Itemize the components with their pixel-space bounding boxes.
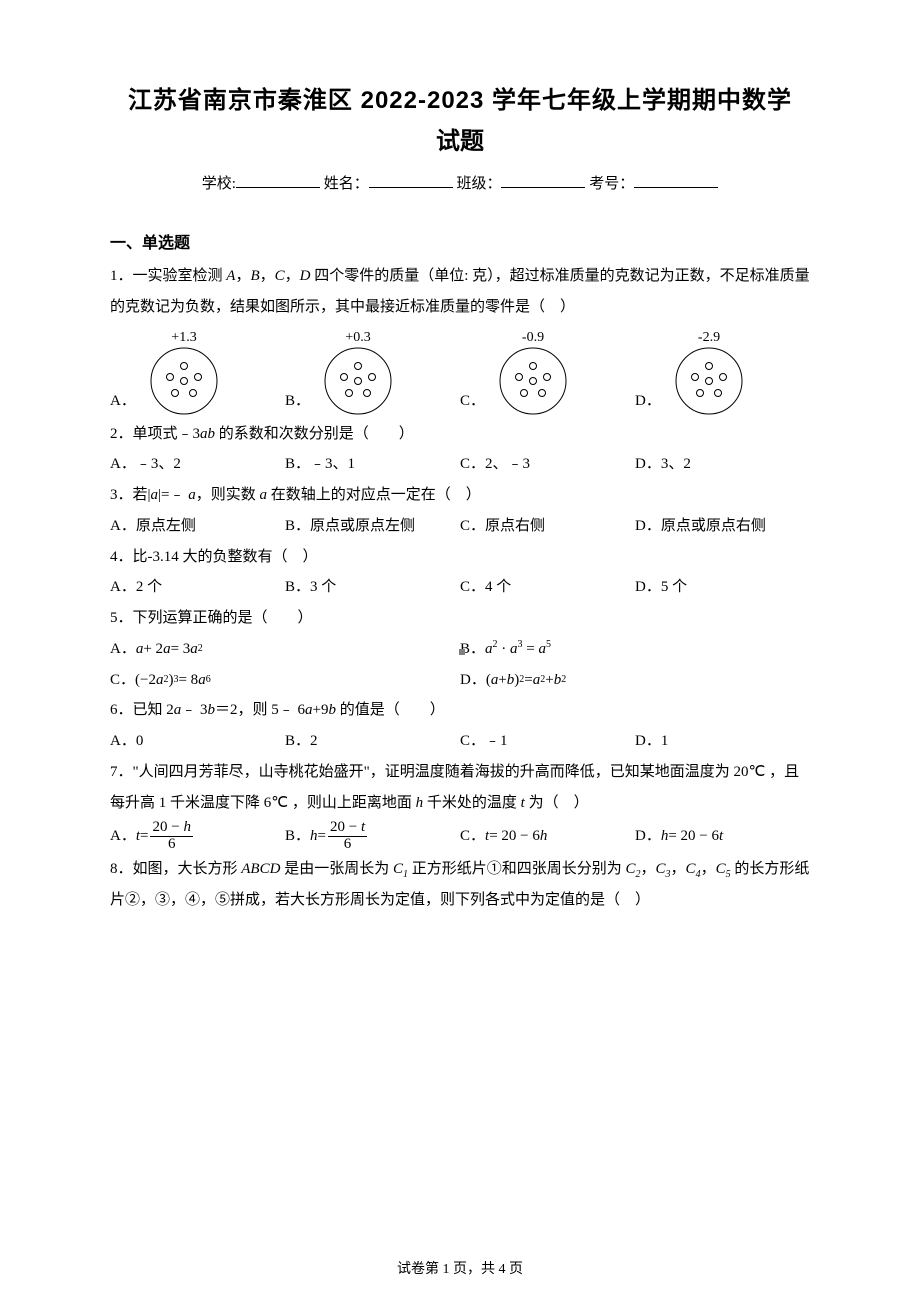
title-line1: 江苏省南京市秦淮区 2022-2023 学年七年级上学期期中数学 [110,80,810,115]
q5-stem: 5．下列运算正确的是（ ） [110,603,810,634]
section-1-head: 一、单选题 [110,229,810,253]
q2-options: A．﹣3、2 B．﹣3、1 C．2、﹣3 D．3、2 [110,449,810,480]
q1-stem: 1．一实验室检测 A，B，C，D 四个零件的质量（单位: 克），超过标准质量的克… [110,261,810,323]
label-name: 姓名： [324,176,369,192]
q2-stem: 2．单项式﹣3ab 的系数和次数分别是（ ） [110,419,810,450]
svg-text:+0.3: +0.3 [345,330,370,345]
svg-text:-2.9: -2.9 [698,330,720,345]
q8-stem: 8．如图，大长方形 ABCD 是由一张周长为 C1 正方形纸片①和四张周长分别为… [110,854,810,916]
q5-A[interactable]: A．a + 2a = 3a2 [110,634,460,665]
q3-options-row1: A．原点左侧 B．原点或原点左侧 C．原点右侧 D．原点或原点右侧 [110,511,810,542]
q6-options: A．0 B．2 C．﹣1 D．1 [110,726,810,757]
q2-A[interactable]: A．﹣3、2 [110,449,285,480]
q4-D[interactable]: D．5 个 [635,572,810,603]
q3-B[interactable]: B．原点或原点左侧 [285,511,460,542]
q7-stem: 7．"人间四月芳菲尽，山寺桃花始盛开"，证明温度随着海拔的升高而降低，已知某地面… [110,757,810,819]
q1-figures: A． +1.3 B． +0.3 [110,329,810,417]
student-info-line: 学校: 姓名： 班级： 考号： [110,172,810,193]
blank-exam[interactable] [634,173,718,188]
q7-A[interactable]: A．t = 20 − h6 [110,818,285,854]
svg-text:-0.9: -0.9 [522,330,544,345]
q4-A[interactable]: A．2 个 [110,572,285,603]
q7-D[interactable]: D．h = 20 − 6t [635,818,810,854]
q1-option-A[interactable]: A． +1.3 [110,329,285,417]
q1-option-B[interactable]: B． +0.3 [285,329,460,417]
svg-text:+1.3: +1.3 [171,330,196,345]
q7-options: A．t = 20 − h6 B．h = 20 − t6 C．t = 20 − 6… [110,818,810,854]
exam-page: 江苏省南京市秦淮区 2022-2023 学年七年级上学期期中数学 试题 学校: … [0,0,920,1302]
q5-C[interactable]: C．(−2a2)3 = 8a6 [110,665,460,696]
q6-stem: 6．已知 2a﹣ 3b＝2，则 5﹣ 6a+9b 的值是（ ） [110,695,810,726]
q2-D[interactable]: D．3、2 [635,449,810,480]
q6-D[interactable]: D．1 [635,726,810,757]
q4-options: A．2 个 B．3 个 C．4 个 D．5 个 [110,572,810,603]
q3-A[interactable]: A．原点左侧 [110,511,285,542]
q2-C[interactable]: C．2、﹣3 [460,449,635,480]
q7-C[interactable]: C．t = 20 − 6h [460,818,635,854]
label-school: 学校: [202,176,236,192]
q4-B[interactable]: B．3 个 [285,572,460,603]
q5-B[interactable]: B．a2 · a3 = a5 [460,634,810,665]
q5-options-row2: C．(−2a2)3 = 8a6 D．(a + b)2 = a2 + b2 [110,665,810,696]
q5-D[interactable]: D．(a + b)2 = a2 + b2 [460,665,810,696]
q4-stem: 4．比-3.14 大的负整数有（ ） [110,542,810,573]
grey-square-icon [459,649,465,655]
q6-C[interactable]: C．﹣1 [460,726,635,757]
q1-option-D[interactable]: D． -2.9 [635,329,810,417]
part-icon-A: +1.3 [140,329,228,417]
part-icon-C: -0.9 [489,329,577,417]
q7-B[interactable]: B．h = 20 − t6 [285,818,460,854]
title-line2: 试题 [110,121,810,156]
part-icon-D: -2.9 [665,329,753,417]
q6-A[interactable]: A．0 [110,726,285,757]
q3-C[interactable]: C．原点右侧 [460,511,635,542]
q2-B[interactable]: B．﹣3、1 [285,449,460,480]
q1-option-C[interactable]: C． -0.9 [460,329,635,417]
blank-name[interactable] [369,173,453,188]
blank-class[interactable] [501,173,585,188]
label-class: 班级： [456,176,501,192]
q3-stem: 3．若|a|=﹣ a，则实数 a 在数轴上的对应点一定在（ ） [110,480,810,511]
q4-C[interactable]: C．4 个 [460,572,635,603]
label-exam: 考号： [589,176,634,192]
q6-B[interactable]: B．2 [285,726,460,757]
blank-school[interactable] [236,173,320,188]
page-footer: 试卷第 1 页，共 4 页 [0,1258,920,1278]
part-icon-B: +0.3 [314,329,402,417]
q3-D[interactable]: D．原点或原点右侧 [635,511,810,542]
